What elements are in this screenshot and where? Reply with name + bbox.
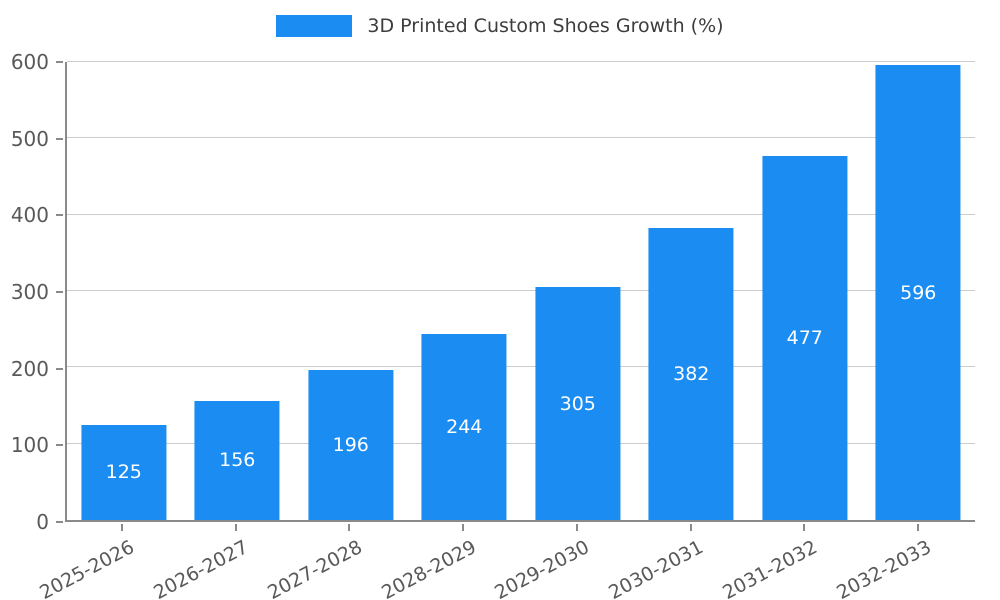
y-tick-mark bbox=[56, 214, 63, 217]
y-tick-label: 400 bbox=[10, 203, 49, 228]
x-tick-mark bbox=[348, 524, 351, 531]
x-tick-mark bbox=[803, 524, 806, 531]
y-tick-mark bbox=[56, 137, 63, 140]
x-tick-label-text: 2027-2028 bbox=[263, 536, 366, 600]
x-axis: 2025-2026 2026-2027 2027-2028 2028-2029 2029… bbox=[36, 524, 975, 600]
bar-value-label: 125 bbox=[105, 461, 142, 484]
bar-value-label: 305 bbox=[559, 392, 596, 415]
y-tick-label: 100 bbox=[10, 433, 49, 458]
y-tick-label: 200 bbox=[10, 356, 49, 381]
y-tick-mark bbox=[56, 61, 63, 63]
x-tick-label-text: 2031-2032 bbox=[718, 536, 821, 600]
grid-line bbox=[67, 213, 975, 215]
bar: 125 bbox=[81, 424, 167, 520]
x-tick-mark bbox=[120, 524, 123, 531]
legend-label: 3D Printed Custom Shoes Growth (%) bbox=[367, 15, 724, 37]
bar: 156 bbox=[194, 400, 280, 520]
bar-value-label: 382 bbox=[673, 363, 710, 386]
x-tick-label-text: 2030-2031 bbox=[605, 536, 707, 600]
x-tick-mark bbox=[689, 524, 692, 531]
bar: 305 bbox=[535, 287, 621, 520]
y-tick-mark bbox=[56, 291, 63, 293]
y-tick-label: 0 bbox=[36, 510, 49, 534]
x-tick-label-text: 2029-2030 bbox=[491, 536, 594, 600]
bar-value-label: 156 bbox=[219, 449, 256, 472]
y-axis: 0 100 200 300 400 500 600 bbox=[0, 50, 63, 534]
bar: 382 bbox=[648, 228, 734, 520]
grid-line bbox=[67, 290, 975, 291]
y-tick-mark bbox=[56, 521, 63, 523]
x-tick-label-text: 2025-2026 bbox=[36, 536, 139, 600]
bar-value-label: 596 bbox=[900, 281, 937, 304]
grid-line bbox=[67, 61, 975, 62]
plot-area: 125 156 196 244 305 382 477 596 bbox=[65, 61, 975, 522]
bar: 477 bbox=[762, 155, 848, 520]
grid-line bbox=[67, 137, 975, 139]
y-tick-label: 500 bbox=[10, 126, 49, 151]
x-tick-label-text: 2026-2027 bbox=[150, 536, 252, 600]
y-tick-mark bbox=[56, 367, 63, 370]
grid-line bbox=[67, 442, 975, 444]
x-tick-label-text: 2032-2033 bbox=[832, 536, 935, 600]
y-tick-label: 600 bbox=[10, 50, 49, 74]
x-tick-mark bbox=[234, 524, 237, 531]
bar-value-label: 244 bbox=[446, 415, 483, 438]
chart-legend: 3D Printed Custom Shoes Growth (%) bbox=[0, 13, 1000, 39]
bar-value-label: 196 bbox=[332, 434, 369, 457]
legend-swatch bbox=[276, 15, 353, 37]
x-tick-label-text: 2028-2029 bbox=[377, 536, 480, 600]
bar-value-label: 477 bbox=[786, 326, 823, 349]
bar: 596 bbox=[875, 65, 961, 520]
x-tick-mark bbox=[917, 524, 920, 531]
y-tick-mark bbox=[56, 444, 63, 447]
bar: 244 bbox=[421, 333, 507, 520]
y-tick-label: 300 bbox=[10, 280, 49, 304]
bar: 196 bbox=[308, 370, 394, 520]
x-tick-mark bbox=[575, 524, 578, 531]
x-tick-mark bbox=[462, 524, 465, 531]
grid-line bbox=[67, 366, 975, 368]
